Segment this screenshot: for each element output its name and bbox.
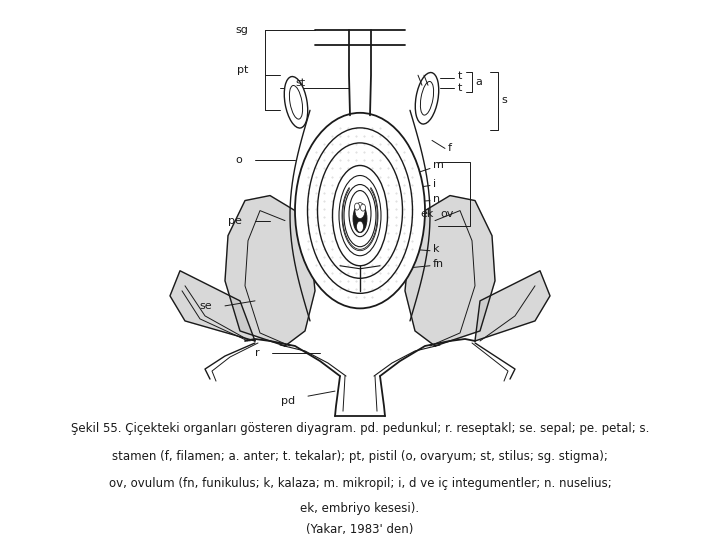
Ellipse shape <box>295 113 425 308</box>
Text: ek: ek <box>420 208 433 219</box>
Text: o: o <box>235 156 242 165</box>
Text: f: f <box>448 144 452 153</box>
Polygon shape <box>170 271 255 341</box>
Ellipse shape <box>355 202 365 219</box>
Text: ek, embriyo kesesi).: ek, embriyo kesesi). <box>300 502 420 515</box>
Text: s: s <box>501 95 507 105</box>
Ellipse shape <box>353 205 367 233</box>
Ellipse shape <box>344 185 376 247</box>
Polygon shape <box>225 195 315 346</box>
Text: t: t <box>458 83 462 93</box>
Ellipse shape <box>361 204 366 211</box>
Ellipse shape <box>339 176 381 256</box>
Ellipse shape <box>356 221 364 232</box>
Text: pt: pt <box>237 65 248 75</box>
Text: n: n <box>433 193 440 204</box>
Polygon shape <box>475 271 550 341</box>
Ellipse shape <box>284 77 307 128</box>
Text: ov: ov <box>440 208 454 219</box>
Text: pe: pe <box>228 215 242 226</box>
Text: se: se <box>199 301 212 311</box>
Text: sg: sg <box>235 25 248 35</box>
Text: Şekil 55. Çiçekteki organları gösteren diyagram. pd. pedunkul; r. reseptakl; se.: Şekil 55. Çiçekteki organları gösteren d… <box>71 422 649 435</box>
Text: k: k <box>433 244 439 254</box>
Text: ov, ovulum (fn, funikulus; k, kalaza; m. mikropil; i, d ve iç integumentler; n. : ov, ovulum (fn, funikulus; k, kalaza; m.… <box>109 477 611 490</box>
Ellipse shape <box>349 191 371 237</box>
Text: fn: fn <box>433 259 444 269</box>
Text: (Yakar, 1983' den): (Yakar, 1983' den) <box>306 523 414 536</box>
Text: a: a <box>475 77 482 87</box>
Text: stamen (f, filamen; a. anter; t. tekalar); pt, pistil (o, ovaryum; st, stilus; s: stamen (f, filamen; a. anter; t. tekalar… <box>112 450 608 463</box>
Polygon shape <box>405 195 495 346</box>
Ellipse shape <box>354 203 359 210</box>
Text: t: t <box>458 71 462 81</box>
Text: i: i <box>433 179 436 188</box>
Text: st: st <box>295 78 305 88</box>
Ellipse shape <box>333 165 387 266</box>
Text: r: r <box>256 348 260 358</box>
Text: m: m <box>433 160 444 171</box>
Text: pd: pd <box>281 396 295 406</box>
Ellipse shape <box>415 72 438 124</box>
